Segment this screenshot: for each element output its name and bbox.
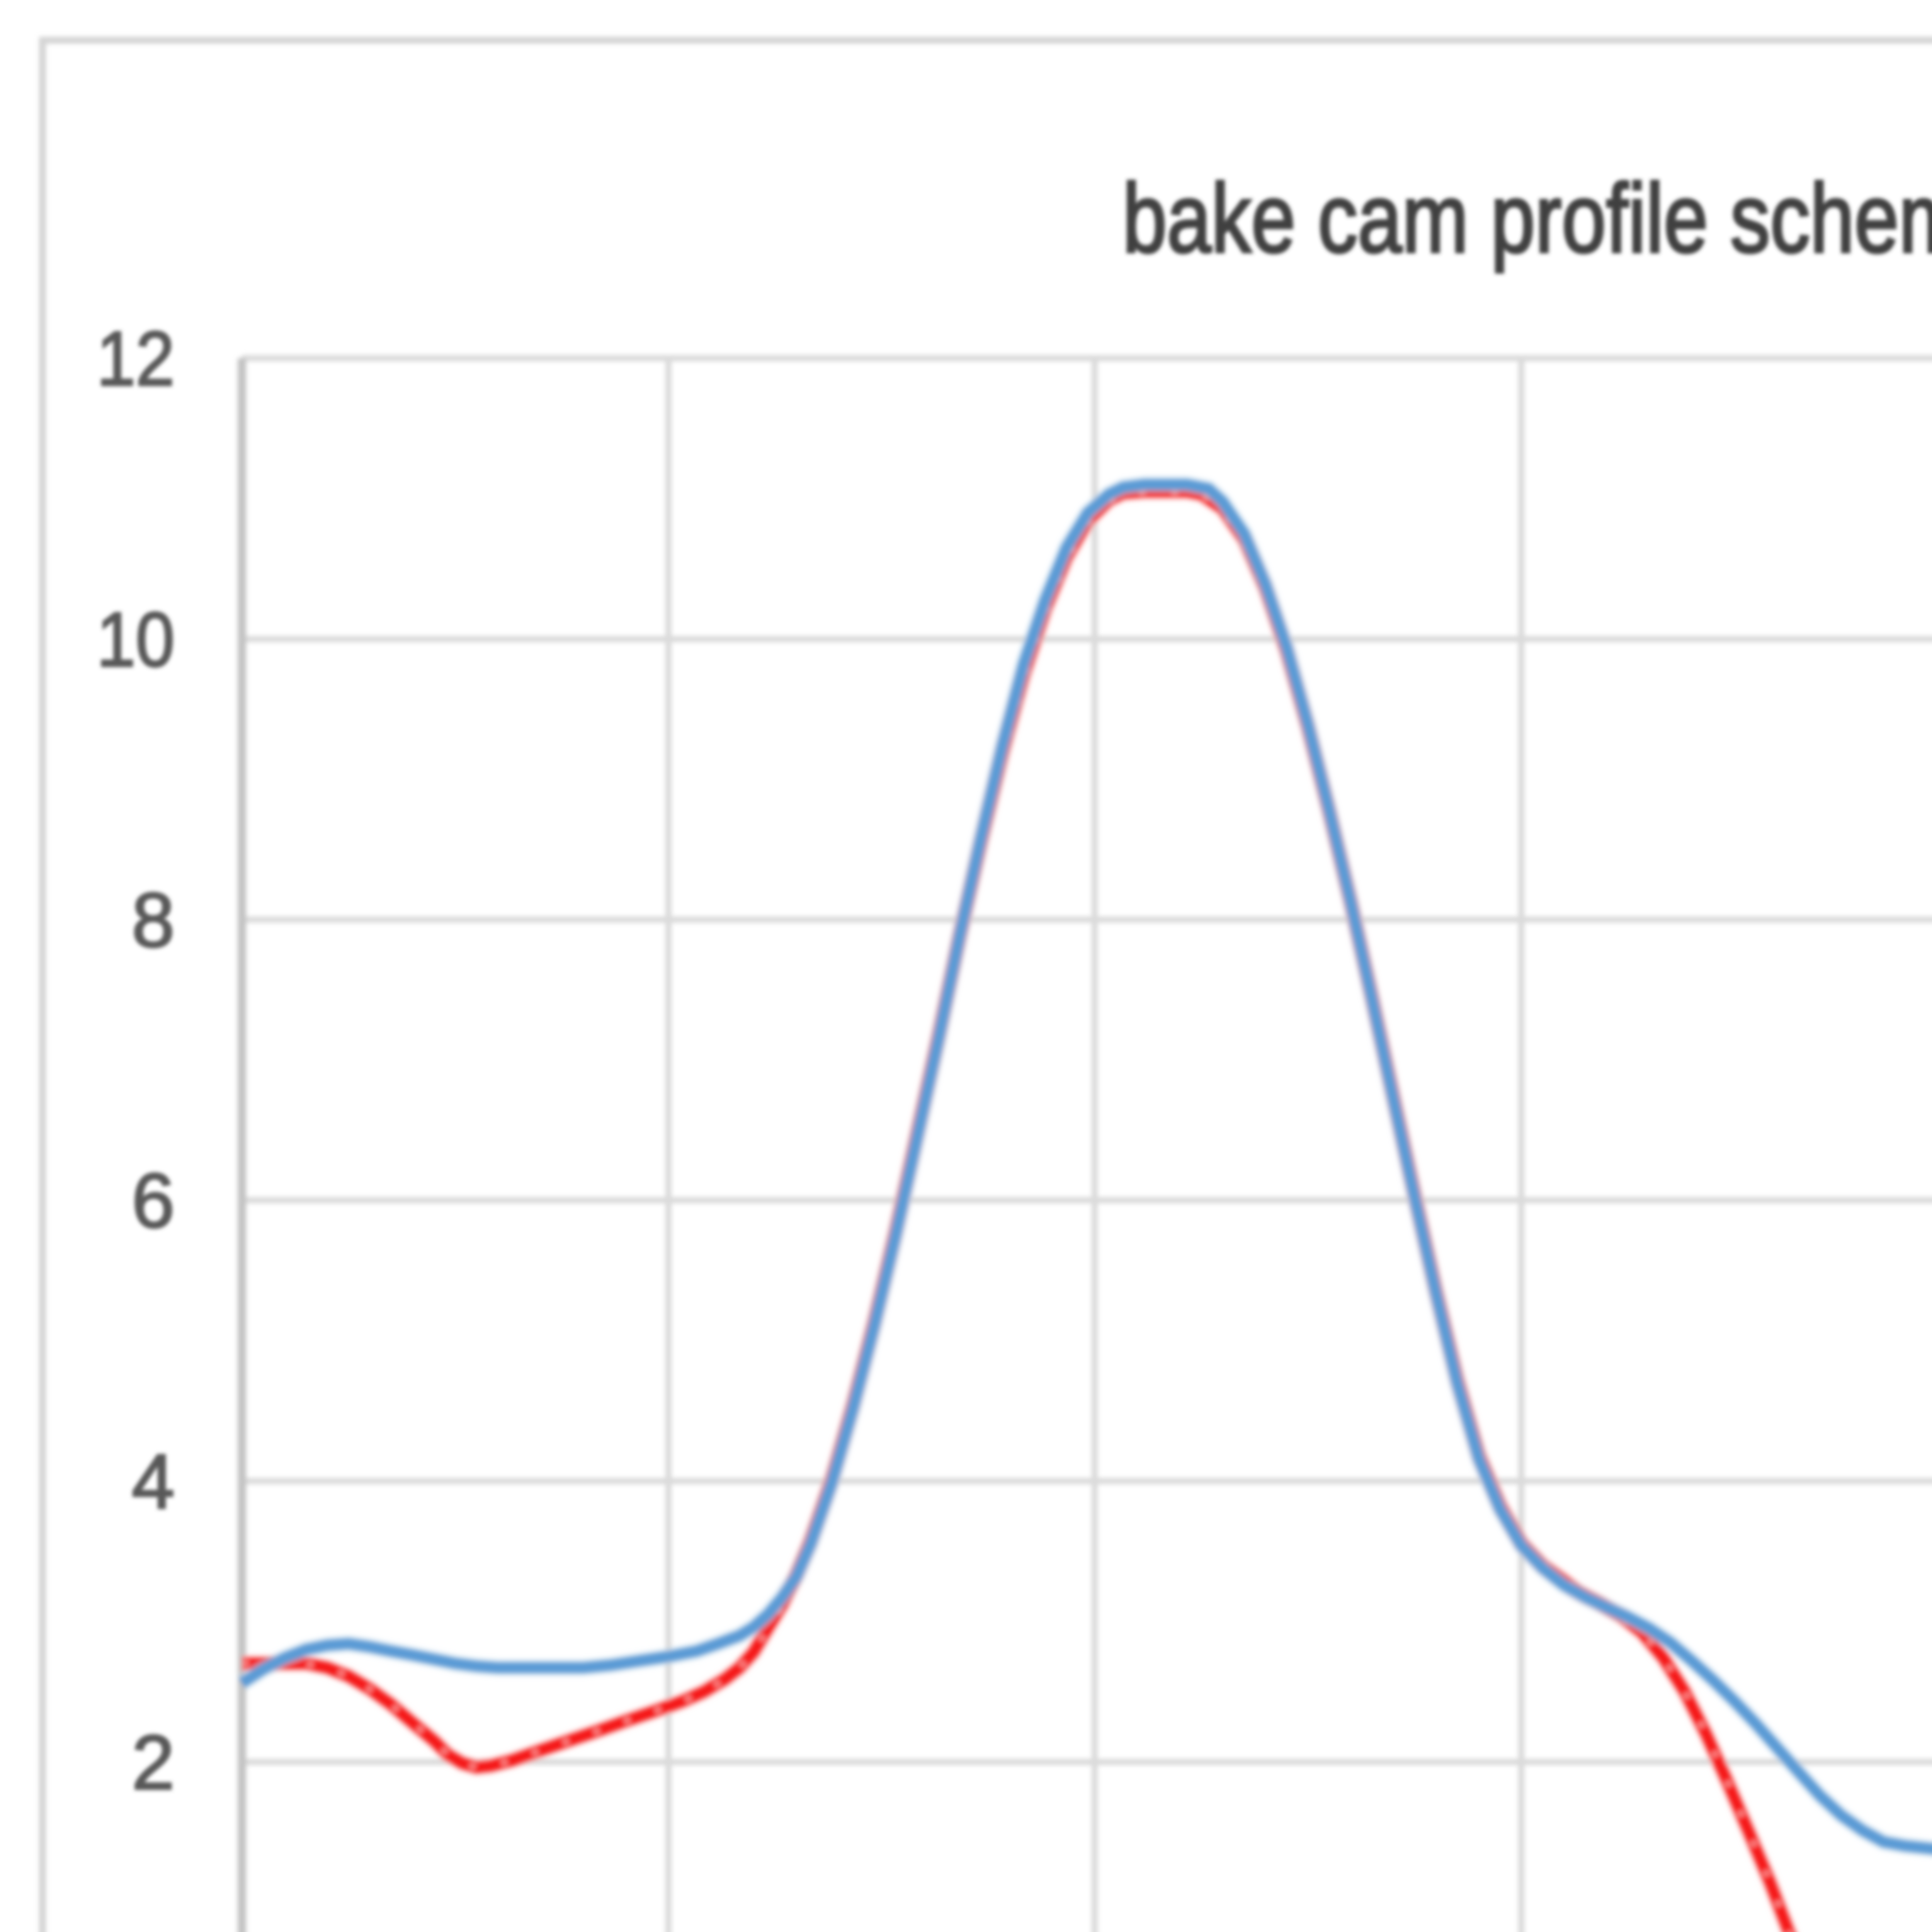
svg-text:10: 10	[97, 597, 175, 683]
svg-text:2: 2	[132, 1719, 175, 1806]
svg-text:8: 8	[132, 877, 175, 963]
svg-text:bake cam profile scheme: bake cam profile scheme	[1122, 163, 1932, 273]
svg-text:12: 12	[97, 316, 175, 402]
svg-text:4: 4	[132, 1439, 175, 1525]
svg-text:6: 6	[132, 1158, 175, 1244]
